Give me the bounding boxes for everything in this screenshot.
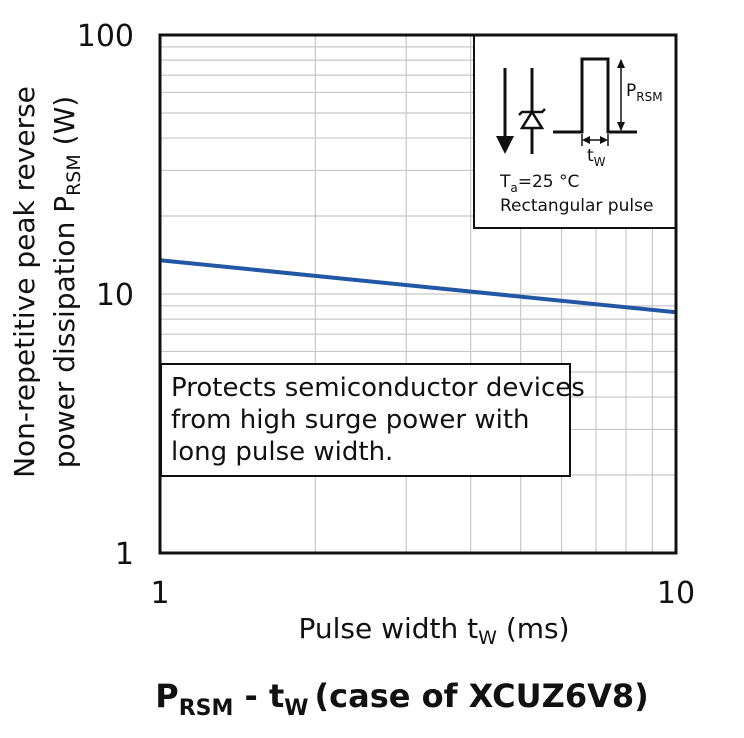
annotation-box: Protects semiconductor devices from high… [160, 363, 585, 477]
inset-ta-condition: Ta=25 °C [499, 172, 579, 195]
chart-title-sep-sub: W [284, 696, 308, 721]
chart-title-main: P [155, 677, 178, 715]
inset-ta-value: =25 °C [518, 172, 580, 192]
y-axis-label-line1: Non-repetitive peak reverse [8, 86, 41, 478]
inset-pulse-condition: Rectangular pulse [500, 196, 653, 216]
x-axis-label-sub: W [478, 627, 497, 649]
inset-ta-sub: a [510, 181, 517, 195]
chart-title-sep: - t [233, 677, 284, 715]
y-tick-label: 10 [96, 278, 134, 313]
inset-t-main: t [587, 146, 594, 166]
rectangular-pulse-icon [553, 57, 637, 146]
series-line [159, 258, 677, 315]
inset-t-sub: W [594, 155, 606, 169]
annotation-line-2: from high surge power with [171, 405, 530, 435]
y-axis-label-line2-sub: RSM [63, 154, 85, 196]
y-tick-label: 1 [115, 537, 134, 572]
y-axis-label-line2: power dissipation PRSM (W) [48, 96, 85, 468]
inset-t-label: tW [587, 146, 606, 169]
chart-title-main-sub: RSM [179, 696, 234, 721]
y-axis-label-line2-main: power dissipation P [48, 196, 81, 468]
test-condition-inset: PRSM tW Ta=25 °C Rectangular pulse [473, 34, 677, 229]
x-axis-label-unit: (ms) [497, 612, 570, 645]
annotation-frame [160, 363, 571, 477]
y-axis-label: Non-repetitive peak reverse power dissip… [8, 86, 85, 478]
y-axis-label-line2-unit: (W) [48, 96, 81, 154]
chart-title: PRSM - tW (case of XCUZ6V8) [155, 677, 649, 721]
chart-title-rest: (case of XCUZ6V8) [315, 677, 649, 715]
x-axis-label-main: Pulse width t [298, 612, 478, 645]
zener-diode-icon [518, 68, 546, 154]
x-axis-label: Pulse width tW (ms) [298, 612, 569, 649]
x-tick-label: 10 [657, 576, 695, 611]
inset-p-label: PRSM [626, 81, 663, 104]
annotation-line-1: Protects semiconductor devices [171, 373, 585, 403]
y-tick-label: 100 [77, 19, 134, 54]
plot-frame [158, 33, 678, 555]
inset-p-main: P [626, 81, 636, 101]
annotation-line-3: long pulse width. [171, 437, 393, 467]
inset-p-sub: RSM [636, 90, 662, 104]
current-arrow-icon [496, 68, 514, 154]
tick-labels: 1 10 1 10 100 [77, 19, 695, 611]
x-tick-label: 1 [150, 576, 169, 611]
inset-ta-main: T [499, 172, 511, 192]
